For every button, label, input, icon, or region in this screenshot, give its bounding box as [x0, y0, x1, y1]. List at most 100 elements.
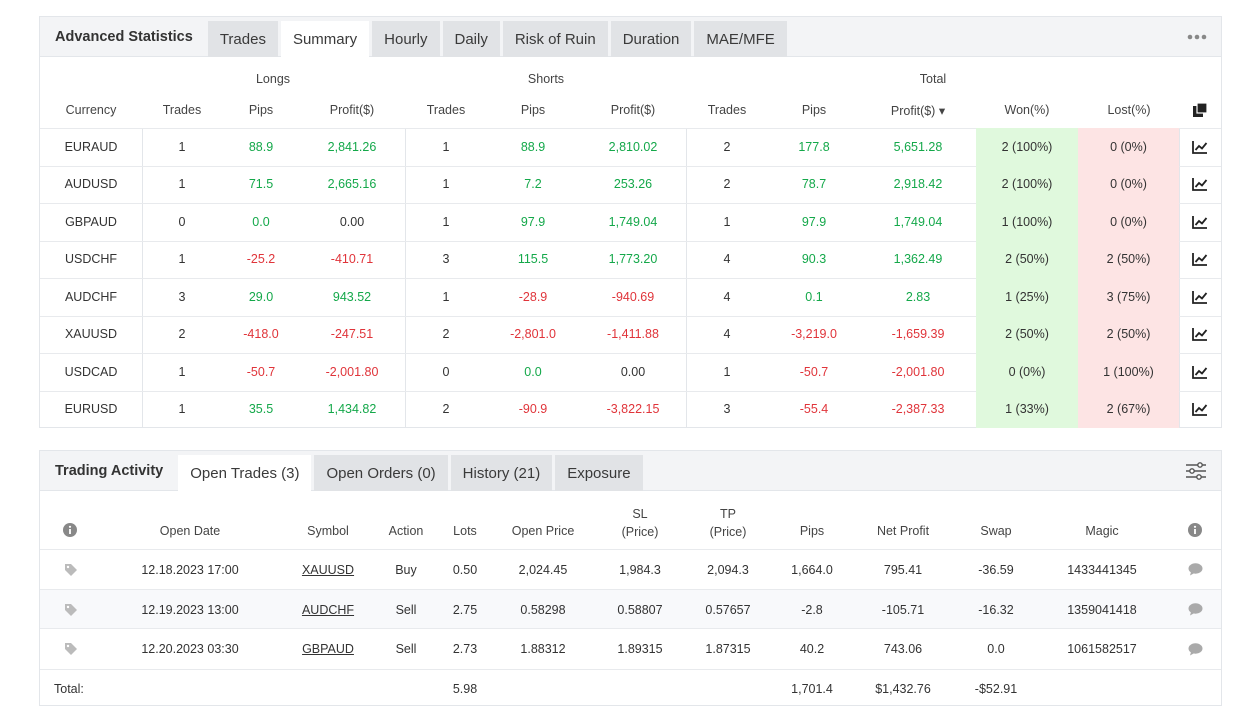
col-short-pips[interactable]: Pips [520, 103, 546, 117]
col-total-profit[interactable]: Profit($) ▾ [890, 104, 946, 118]
col-action[interactable]: Action [388, 524, 424, 538]
col-lots[interactable]: Lots [453, 524, 477, 538]
tag-button[interactable] [56, 629, 86, 669]
chart-icon[interactable] [1192, 140, 1208, 154]
col-currency[interactable]: Currency [65, 103, 117, 117]
table-row: EURUSD 1 35.5 1,434.82 2 -90.9 -3,822.15 3 -55.4… [40, 390, 1221, 429]
col-open-date[interactable]: Open Date [159, 524, 221, 538]
col-open-price[interactable]: Open Price [511, 524, 575, 538]
copy-icon[interactable] [1192, 102, 1208, 118]
cell-currency: USDCHF [64, 252, 118, 267]
chart-icon[interactable] [1192, 177, 1208, 192]
cell-t-trades: 2 [723, 139, 731, 154]
stats-tabs: Trades Summary Hourly Daily Risk of Ruin… [207, 17, 790, 58]
col-total-pips[interactable]: Pips [801, 103, 827, 117]
tab-exposure[interactable]: Exposure [555, 455, 643, 491]
cell-s-profit: -940.69 [611, 289, 655, 304]
col-won[interactable]: Won(%) [1004, 103, 1050, 117]
chart-button[interactable] [1179, 316, 1221, 354]
tab-risk-of-ruin[interactable]: Risk of Ruin [502, 21, 608, 57]
chart-button[interactable] [1179, 391, 1221, 429]
chart-button[interactable] [1179, 203, 1221, 241]
tag-button[interactable] [56, 590, 86, 629]
chart-icon[interactable] [1192, 290, 1208, 304]
cell-won: 0 (0%) [976, 353, 1078, 391]
col-symbol[interactable]: Symbol [307, 524, 349, 538]
table-row: GBPAUD 0 0.0 0.00 1 97.9 1,749.04 1 97.9 1,749.04… [40, 203, 1221, 241]
tag-button[interactable] [56, 550, 86, 589]
advanced-statistics-panel: Advanced Statistics Trades Summary Hourl… [39, 16, 1222, 428]
cell-won: 2 (50%) [976, 315, 1078, 353]
stats-title: Advanced Statistics [55, 28, 193, 45]
more-icon[interactable] [1187, 34, 1207, 40]
cell-lost: 2 (67%) [1078, 390, 1179, 428]
cell-l-pips: 88.9 [248, 139, 274, 154]
cell-s-pips: 115.5 [517, 252, 549, 267]
col-tp[interactable]: TP (Price) [688, 506, 768, 540]
cell-symbol[interactable]: XAUUSD [301, 562, 355, 577]
col-pips[interactable]: Pips [799, 524, 825, 538]
total-swap: -$52.91 [974, 681, 1018, 696]
cell-t-profit: 1,749.04 [893, 214, 943, 229]
filter-icon[interactable] [1185, 461, 1207, 481]
tab-open-trades[interactable]: Open Trades (3) [178, 455, 312, 492]
chart-icon[interactable] [1192, 327, 1208, 342]
comment-button[interactable] [1180, 590, 1210, 629]
comment-button[interactable] [1180, 550, 1210, 589]
tab-hourly[interactable]: Hourly [372, 21, 440, 57]
chart-button[interactable] [1179, 128, 1221, 166]
table-row: 12.20.2023 03:30 GBPAUD Sell 2.73 1.88312 1.8… [40, 628, 1221, 669]
total-row: Total: 5.98 1,701.4 $1,432.76 -$52.91 [40, 669, 1221, 707]
chart-icon[interactable] [1192, 365, 1208, 379]
cell-t-profit: 5,651.28 [893, 139, 943, 154]
cell-lost: 2 (50%) [1078, 240, 1179, 278]
tab-open-orders[interactable]: Open Orders (0) [314, 455, 448, 491]
chart-button[interactable] [1179, 353, 1221, 391]
tab-history[interactable]: History (21) [450, 455, 553, 491]
cell-swap: -36.59 [978, 562, 1014, 577]
total-lots: 5.98 [452, 681, 478, 696]
cell-symbol[interactable]: AUDCHF [301, 602, 355, 617]
comment-icon[interactable] [1188, 642, 1203, 656]
tab-mae-mfe[interactable]: MAE/MFE [694, 21, 787, 57]
tab-daily[interactable]: Daily [442, 21, 500, 57]
tab-trades[interactable]: Trades [207, 21, 278, 57]
col-long-pips[interactable]: Pips [248, 103, 274, 117]
col-tp-line1: TP [720, 507, 736, 521]
chart-button[interactable] [1179, 241, 1221, 279]
col-sl[interactable]: SL (Price) [600, 506, 680, 540]
col-short-trades[interactable]: Trades [426, 103, 466, 117]
cell-s-pips: 97.9 [520, 214, 546, 229]
cell-l-pips: 0.0 [252, 214, 270, 229]
cell-s-profit: 253.26 [613, 177, 653, 192]
col-lost[interactable]: Lost(%) [1107, 103, 1151, 117]
col-total-trades[interactable]: Trades [707, 103, 747, 117]
tag-icon[interactable] [64, 603, 78, 617]
comment-button[interactable] [1180, 629, 1210, 669]
chart-icon[interactable] [1192, 252, 1208, 267]
chart-button[interactable] [1179, 166, 1221, 204]
col-magic[interactable]: Magic [1085, 524, 1119, 538]
chart-icon[interactable] [1192, 402, 1208, 417]
cell-lost: 1 (100%) [1078, 353, 1179, 391]
chart-icon[interactable] [1192, 215, 1208, 229]
col-short-profit[interactable]: Profit($) [610, 103, 656, 117]
tab-duration[interactable]: Duration [610, 21, 692, 57]
cell-symbol[interactable]: GBPAUD [302, 642, 354, 656]
comment-icon[interactable] [1188, 563, 1203, 576]
cell-s-profit: -1,411.88 [607, 327, 659, 342]
col-swap[interactable]: Swap [980, 524, 1012, 538]
tab-summary[interactable]: Summary [280, 21, 370, 58]
col-long-trades[interactable]: Trades [162, 103, 202, 117]
total-net-profit: $1,432.76 [875, 681, 931, 696]
tag-icon[interactable] [64, 642, 78, 656]
col-sl-line1: SL [632, 507, 648, 521]
tag-icon[interactable] [64, 563, 78, 577]
cell-currency: AUDUSD [64, 177, 118, 192]
cell-t-pips: 97.9 [801, 214, 827, 229]
comment-icon[interactable] [1188, 603, 1203, 616]
col-net-profit[interactable]: Net Profit [876, 524, 930, 538]
chart-button[interactable] [1179, 278, 1221, 316]
col-long-profit[interactable]: Profit($) [329, 103, 375, 117]
cell-l-pips: -25.2 [246, 252, 276, 267]
